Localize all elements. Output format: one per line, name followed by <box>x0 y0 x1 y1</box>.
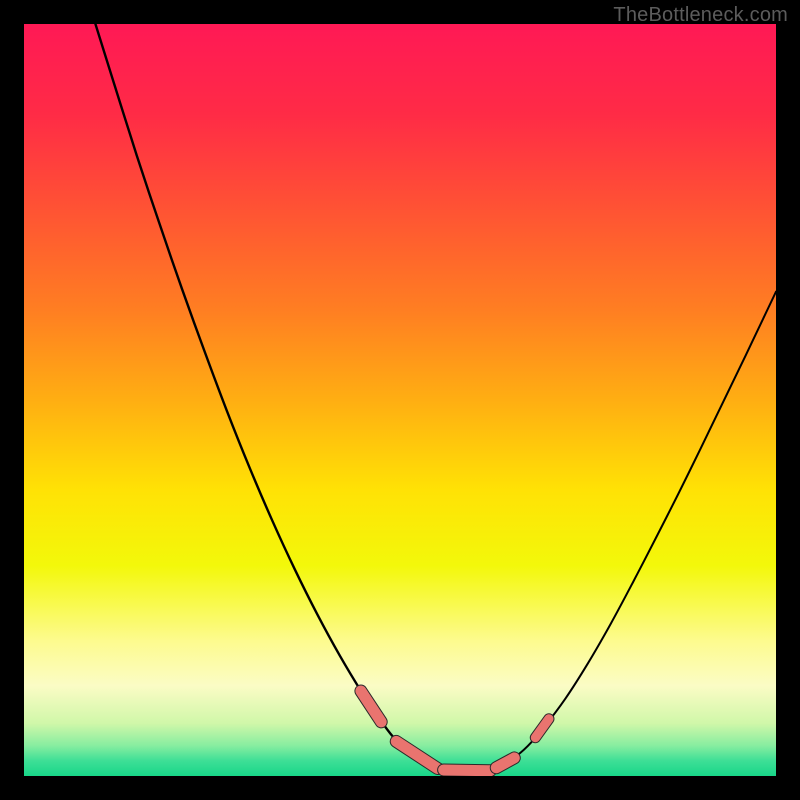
plot-background <box>24 24 776 776</box>
chart-container: TheBottleneck.com <box>0 0 800 800</box>
bottleneck-curve-chart <box>0 0 800 800</box>
bottleneck-marker <box>444 770 491 771</box>
watermark-text: TheBottleneck.com <box>613 4 788 27</box>
